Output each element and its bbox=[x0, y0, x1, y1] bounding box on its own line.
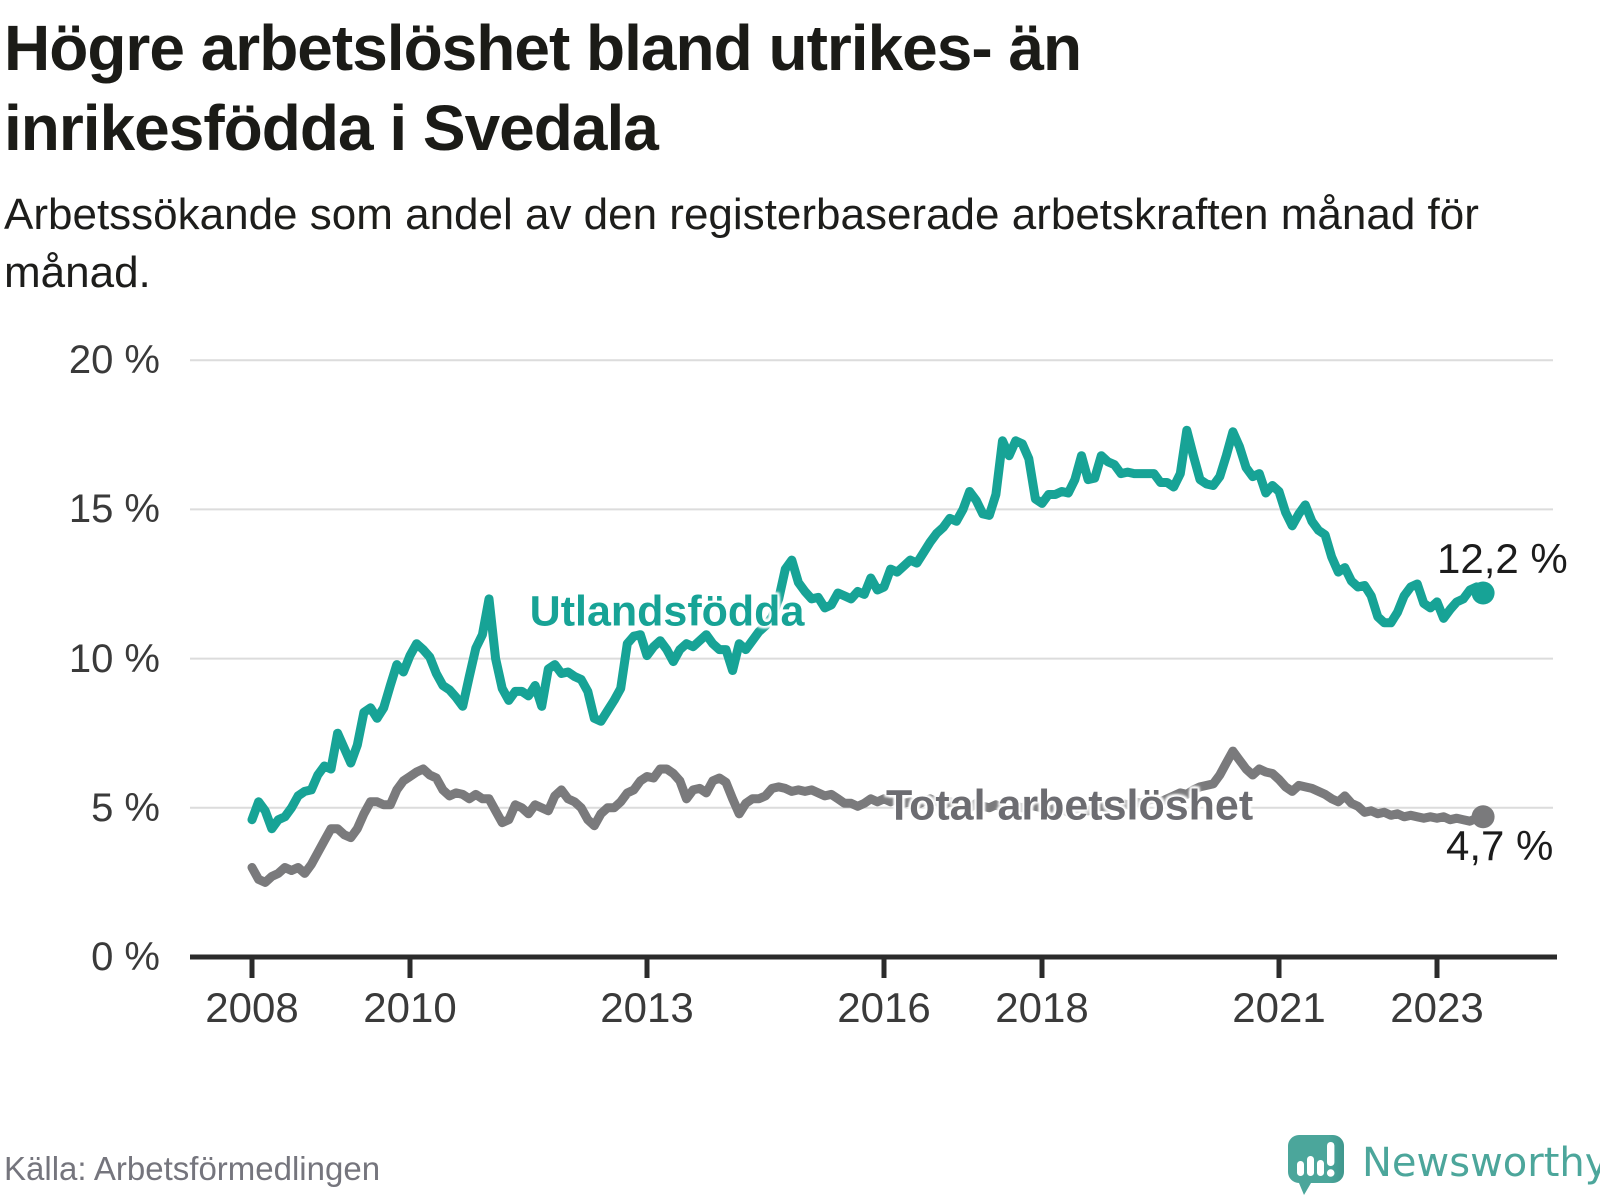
newsworthy-logo-icon bbox=[1288, 1135, 1344, 1195]
gridlines bbox=[190, 359, 1553, 809]
x-tick-label: 2010 bbox=[363, 984, 457, 1031]
end-value-label-total: 4,7 % bbox=[1446, 822, 1554, 869]
newsworthy-wordmark: Newsworthy bbox=[1362, 1140, 1600, 1186]
series-label-total-arbetsloshet: Total arbetslöshet bbox=[886, 781, 1254, 830]
utlandsfodda-end-dot bbox=[1471, 581, 1495, 605]
x-tick-label: 2018 bbox=[995, 984, 1089, 1031]
x-tick-label: 2013 bbox=[600, 984, 694, 1031]
newsworthy-brand: Newsworthy bbox=[1286, 1132, 1600, 1198]
x-tick-label: 2016 bbox=[837, 984, 931, 1031]
end-value-label-utlandsfodda: 12,2 % bbox=[1437, 535, 1568, 582]
y-tick-label: 20 % bbox=[68, 338, 160, 383]
x-tick-label: 2023 bbox=[1390, 984, 1484, 1031]
x-tick-label: 2021 bbox=[1232, 984, 1326, 1031]
total-end-dot bbox=[1471, 805, 1495, 829]
y-tick-label: 15 % bbox=[68, 487, 160, 532]
series-label-utlandsfodda: Utlandsfödda bbox=[529, 587, 805, 636]
y-tick-label: 0 % bbox=[91, 935, 160, 979]
y-tick-label: 5 % bbox=[91, 785, 160, 830]
x-tick-label: 2008 bbox=[205, 984, 299, 1031]
total-arbetsloshet-line bbox=[247, 746, 1488, 887]
page-subtitle: Arbetssökande som andel av den registerb… bbox=[4, 190, 1479, 297]
page-title: Högre arbetslöshet bland utrikes- än inr… bbox=[4, 12, 1082, 164]
x-axis bbox=[190, 954, 1557, 978]
series-lines bbox=[247, 425, 1495, 887]
source-text: Källa: Arbetsförmedlingen bbox=[4, 1150, 381, 1187]
utlandsfodda-line bbox=[247, 425, 1488, 834]
y-tick-label: 10 % bbox=[68, 636, 160, 681]
